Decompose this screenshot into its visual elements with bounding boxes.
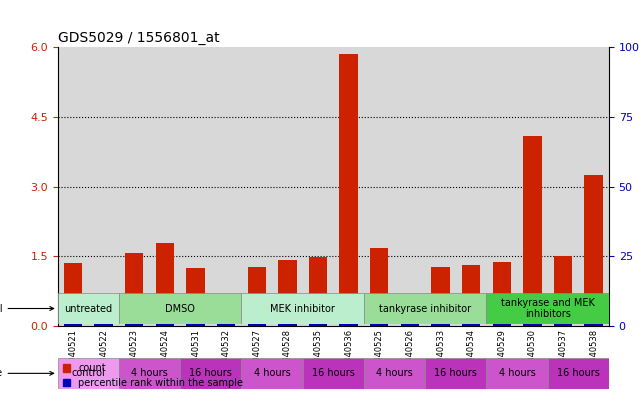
Bar — [278, 318, 297, 326]
Bar — [242, 293, 364, 324]
Bar — [370, 316, 388, 326]
Bar — [487, 293, 609, 324]
Legend: count, percentile rank within the sample: count, percentile rank within the sample — [63, 363, 243, 388]
Text: time: time — [0, 368, 54, 378]
Bar — [64, 316, 82, 326]
Bar — [462, 318, 480, 326]
Bar — [278, 260, 297, 326]
Bar — [370, 248, 388, 326]
Text: 16 hours: 16 hours — [189, 368, 232, 378]
Bar — [309, 257, 327, 326]
Text: 16 hours: 16 hours — [557, 368, 600, 378]
Bar — [547, 358, 609, 389]
Bar — [309, 314, 327, 326]
Bar — [94, 316, 113, 326]
Bar — [523, 136, 542, 326]
Bar — [187, 316, 204, 326]
Bar — [431, 267, 450, 326]
Bar — [462, 265, 480, 326]
Bar — [125, 253, 144, 326]
Bar — [554, 255, 572, 326]
Bar — [487, 358, 547, 389]
Bar — [401, 318, 419, 326]
Text: GDS5029 / 1556801_at: GDS5029 / 1556801_at — [58, 31, 219, 45]
Bar — [585, 314, 603, 326]
Bar — [585, 175, 603, 326]
Text: control: control — [71, 368, 105, 378]
Bar — [364, 293, 487, 324]
Bar — [180, 358, 242, 389]
Text: MEK inhibitor: MEK inhibitor — [271, 303, 335, 314]
Bar — [523, 316, 542, 326]
Text: 4 hours: 4 hours — [131, 368, 168, 378]
Text: 4 hours: 4 hours — [499, 368, 535, 378]
Text: 16 hours: 16 hours — [312, 368, 354, 378]
Bar — [187, 268, 204, 326]
Bar — [217, 313, 235, 326]
Bar — [58, 358, 119, 389]
Bar — [156, 314, 174, 326]
Bar — [340, 54, 358, 326]
Bar — [94, 321, 113, 326]
Text: 4 hours: 4 hours — [254, 368, 290, 378]
Bar — [431, 318, 450, 326]
Bar — [125, 316, 144, 326]
Bar — [247, 323, 266, 326]
Text: 16 hours: 16 hours — [435, 368, 478, 378]
Bar — [119, 358, 180, 389]
Bar — [58, 293, 119, 324]
Bar — [401, 311, 419, 326]
Bar — [492, 262, 511, 326]
Bar — [554, 318, 572, 326]
Bar — [119, 293, 242, 324]
Text: 4 hours: 4 hours — [376, 368, 413, 378]
Text: tankyrase inhibitor: tankyrase inhibitor — [379, 303, 471, 314]
Bar — [340, 313, 358, 326]
Text: untreated: untreated — [64, 303, 112, 314]
Text: DMSO: DMSO — [165, 303, 195, 314]
Text: tankyrase and MEK
inhibitors: tankyrase and MEK inhibitors — [501, 298, 595, 319]
Bar — [425, 358, 487, 389]
Bar — [364, 358, 425, 389]
Bar — [303, 358, 364, 389]
Bar — [492, 318, 511, 326]
Bar — [242, 358, 303, 389]
Text: protocol: protocol — [0, 303, 54, 314]
Bar — [247, 267, 266, 326]
Bar — [156, 243, 174, 326]
Bar — [217, 321, 235, 326]
Bar — [64, 263, 82, 326]
